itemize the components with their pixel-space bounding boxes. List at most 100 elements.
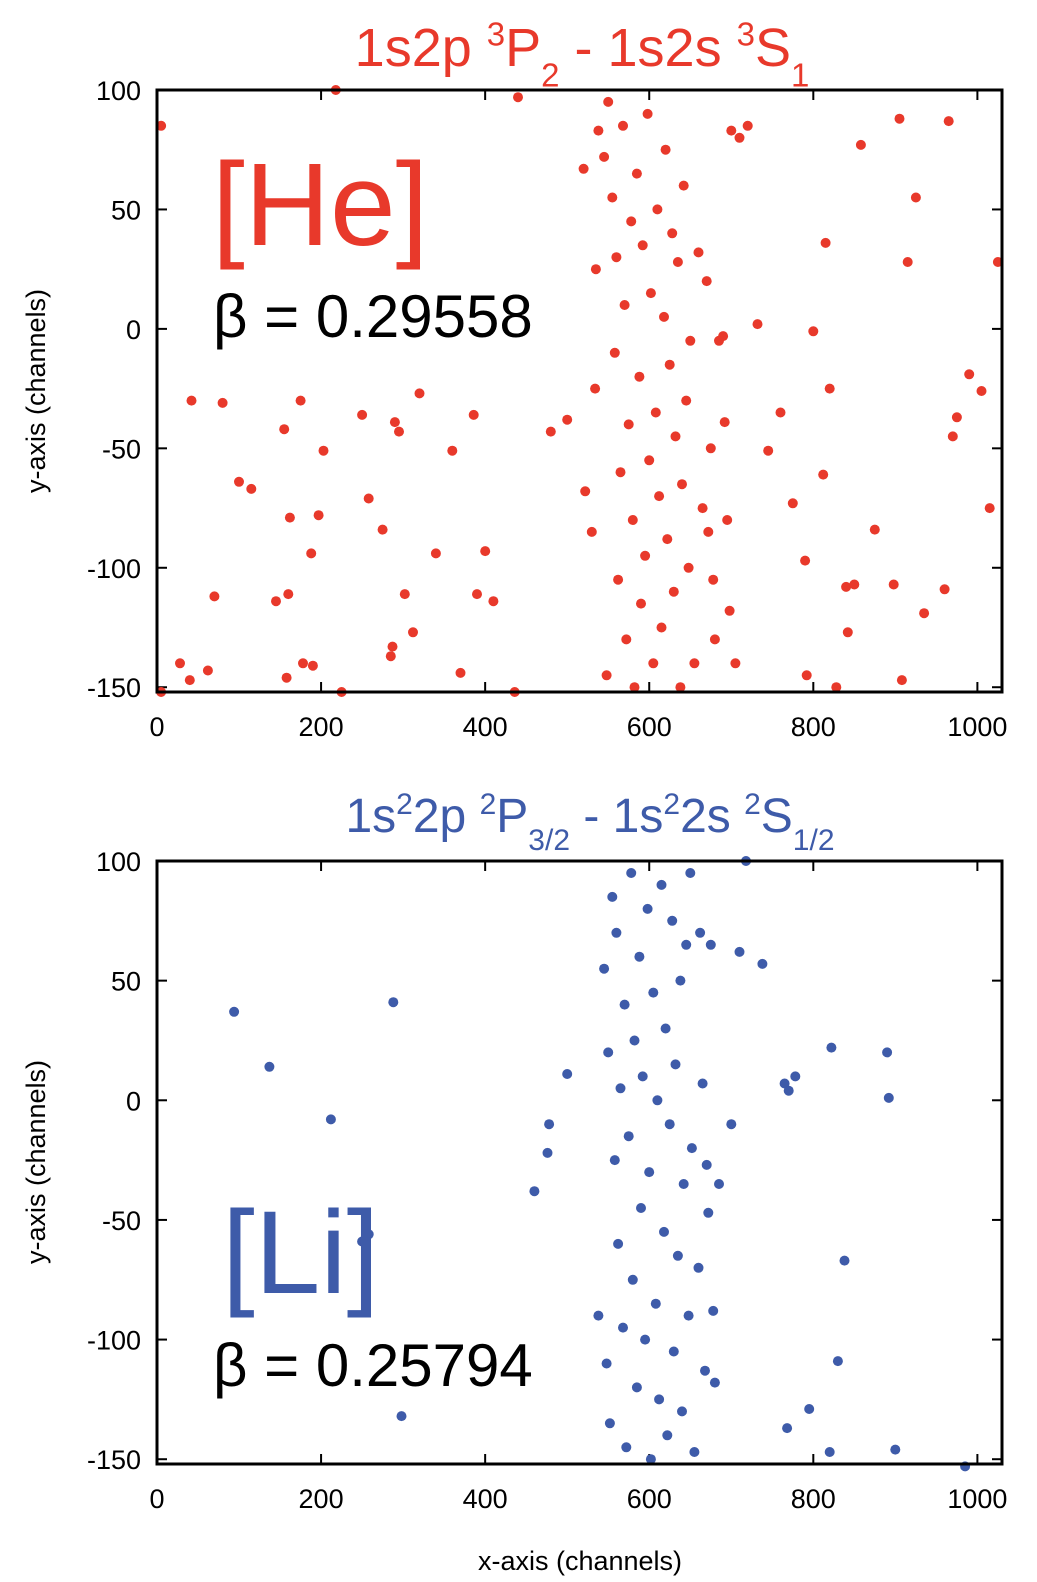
data-point: [650, 407, 661, 418]
data-point: [757, 958, 768, 969]
x-tick-label: 200: [299, 1484, 344, 1514]
title-part: 2: [663, 788, 680, 821]
x-tick-label: 400: [463, 1484, 508, 1514]
data-point: [675, 682, 686, 693]
y-tick-label: -150: [87, 1445, 141, 1475]
data-point: [804, 1404, 815, 1414]
x-tick-label: 200: [299, 712, 344, 742]
data-point: [295, 395, 306, 406]
title-part: 2: [744, 788, 761, 821]
data-point: [832, 1356, 843, 1367]
data-point: [601, 1358, 612, 1369]
data-point: [976, 386, 987, 396]
data-point: [279, 424, 290, 435]
data-point: [544, 1119, 555, 1130]
data-point: [686, 1143, 697, 1154]
data-point: [992, 257, 1003, 267]
title-part: 1/2: [793, 824, 835, 857]
data-point: [701, 1159, 712, 1170]
data-point: [609, 1155, 620, 1166]
x-tick-label: 1000: [947, 1484, 1007, 1514]
data-point: [824, 383, 835, 394]
data-point: [281, 672, 292, 683]
data-point: [623, 1131, 634, 1142]
y-tick-label: 50: [111, 195, 141, 225]
data-point: [430, 548, 441, 559]
data-point: [808, 326, 819, 337]
data-point: [637, 1071, 648, 1082]
data-point: [824, 1447, 835, 1457]
data-point: [714, 1179, 724, 1189]
data-point: [202, 665, 213, 676]
data-point: [306, 548, 317, 559]
data-point: [664, 359, 675, 370]
data-point: [377, 524, 388, 535]
y-axis-label-top: y-axis (channels): [21, 289, 51, 493]
data-point: [619, 999, 630, 1010]
data-point: [636, 598, 646, 609]
data-point: [685, 868, 696, 878]
y-tick-label: -50: [102, 1206, 141, 1236]
y-axis-label-bottom: y-axis (channels): [21, 1060, 51, 1264]
data-point: [670, 1059, 681, 1070]
data-point: [234, 476, 244, 487]
title-part: 2: [396, 788, 413, 821]
data-point: [656, 879, 667, 890]
data-point: [882, 1047, 893, 1058]
data-point: [298, 658, 308, 669]
y-tick-label: 0: [126, 1086, 141, 1116]
data-point: [697, 1078, 708, 1089]
data-point: [685, 335, 696, 346]
data-point: [629, 682, 640, 693]
data-point: [726, 125, 737, 136]
data-point: [734, 132, 745, 143]
data-point: [318, 445, 329, 456]
data-point: [787, 498, 798, 509]
data-point: [634, 371, 645, 382]
data-point: [562, 414, 573, 425]
data-point: [831, 682, 842, 693]
data-point: [790, 1071, 801, 1082]
data-point: [675, 975, 686, 986]
data-point: [783, 1085, 794, 1096]
data-point: [659, 1226, 669, 1237]
data-point: [634, 951, 645, 962]
data-point: [718, 331, 729, 342]
data-point: [313, 510, 324, 521]
data-point: [668, 586, 679, 597]
x-axis-label-bottom: x-axis (channels): [478, 1546, 682, 1576]
x-tick-label: 400: [463, 712, 508, 742]
data-point: [229, 1006, 240, 1017]
data-point: [640, 550, 651, 561]
data-point: [943, 116, 954, 127]
data-point: [894, 113, 905, 124]
data-point: [613, 574, 624, 585]
data-point: [842, 627, 853, 638]
title-part: 1s2p: [355, 18, 487, 78]
data-point: [801, 670, 812, 681]
data-point: [645, 288, 656, 299]
data-point: [705, 939, 716, 950]
data-point: [726, 1119, 737, 1130]
title-part: 3/2: [528, 824, 570, 857]
data-point: [385, 651, 396, 662]
data-point: [681, 939, 692, 950]
y-tick-label: -100: [87, 1326, 141, 1356]
data-point: [700, 1365, 710, 1376]
y-tick-label: -50: [102, 434, 141, 464]
data-point: [593, 1310, 604, 1321]
annotation-element-top: [He]: [212, 139, 428, 271]
data-point: [603, 1047, 614, 1058]
title-part: S: [761, 790, 793, 843]
data-point: [644, 455, 655, 466]
data-point: [689, 658, 700, 669]
data-point: [677, 479, 687, 490]
data-point: [562, 1069, 573, 1079]
title-part: 3: [487, 15, 505, 52]
data-point: [414, 388, 425, 399]
y-tick-label: -150: [87, 673, 141, 703]
tick-labels-top: 0 200 400 600 800 1000 100 50 0 -50 -100 -150: [87, 76, 1007, 742]
data-point: [468, 409, 479, 420]
data-point: [719, 417, 730, 428]
data-point: [447, 445, 458, 456]
